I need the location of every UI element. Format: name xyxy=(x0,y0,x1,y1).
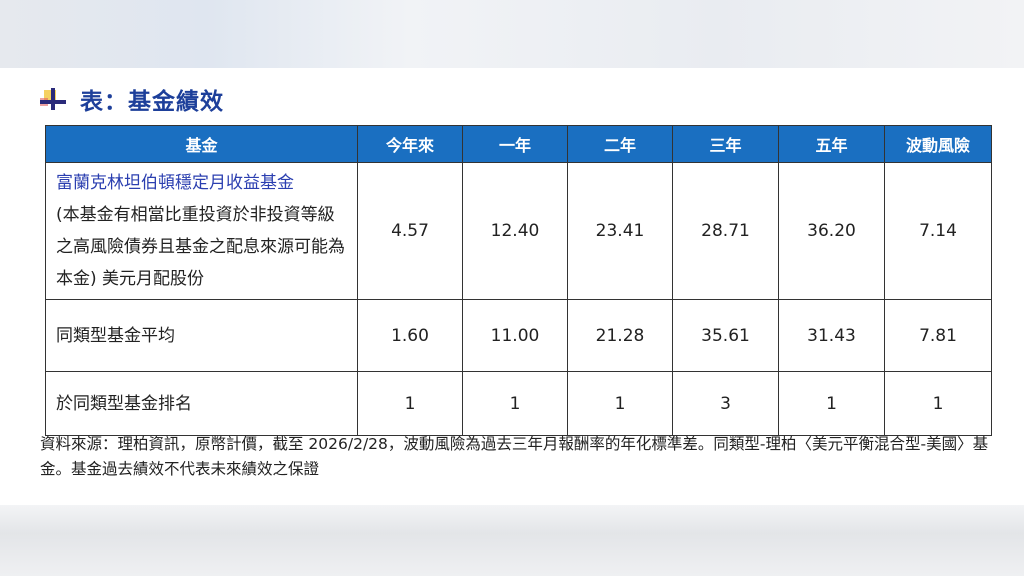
value-cell: 7.14 xyxy=(884,162,992,300)
blurred-background-bottom xyxy=(0,505,1024,576)
value-cell: 21.28 xyxy=(567,299,673,372)
fund-performance-table: 基金 今年來 一年 二年 三年 五年 波動風險 富蘭克林坦伯頓穩定月收益基金 (本… xyxy=(45,125,992,436)
header-3y: 三年 xyxy=(672,125,779,163)
header-ytd: 今年來 xyxy=(357,125,463,163)
footnote: 資料來源：理柏資訊，原幣計價，截至 2026/2/28，波動風險為過去三年月報酬… xyxy=(40,435,989,478)
value-cell: 31.43 xyxy=(778,299,885,372)
value-cell: 1 xyxy=(884,371,992,436)
value-cell: 1 xyxy=(778,371,885,436)
value-cell: 28.71 xyxy=(672,162,779,300)
value-cell: 1.60 xyxy=(357,299,463,372)
fund-name: 富蘭克林坦伯頓穩定月收益基金 xyxy=(56,173,294,193)
cross-bullet-icon xyxy=(40,86,66,112)
title-text: 表：基金績效 xyxy=(80,89,224,115)
header-row: 基金 今年來 一年 二年 三年 五年 波動風險 xyxy=(45,125,992,163)
fund-note: (本基金有相當比重投資於非投資等級之高風險債券且基金之配息來源可能為本金) 美元… xyxy=(56,205,345,289)
value-cell: 36.20 xyxy=(778,162,885,300)
value-cell: 1 xyxy=(357,371,463,436)
header-fund: 基金 xyxy=(45,125,358,163)
blurred-background-top xyxy=(0,0,1024,68)
value-cell: 23.41 xyxy=(567,162,673,300)
header-1y: 一年 xyxy=(462,125,568,163)
table-row: 富蘭克林坦伯頓穩定月收益基金 (本基金有相當比重投資於非投資等級之高風險債券且基金… xyxy=(45,162,992,300)
value-cell: 1 xyxy=(567,371,673,436)
value-cell: 3 xyxy=(672,371,779,436)
row-label: 同類型基金平均 xyxy=(45,299,358,372)
value-cell: 1 xyxy=(462,371,568,436)
header-volatility: 波動風險 xyxy=(884,125,992,163)
value-cell: 4.57 xyxy=(357,162,463,300)
value-cell: 35.61 xyxy=(672,299,779,372)
row-label: 於同類型基金排名 xyxy=(45,371,358,436)
value-cell: 12.40 xyxy=(462,162,568,300)
value-cell: 7.81 xyxy=(884,299,992,372)
table-row: 於同類型基金排名 1 1 1 3 1 1 xyxy=(45,371,992,436)
value-cell: 11.00 xyxy=(462,299,568,372)
table-title: 表：基金績效 xyxy=(40,84,224,115)
header-5y: 五年 xyxy=(778,125,885,163)
fund-cell: 富蘭克林坦伯頓穩定月收益基金 (本基金有相當比重投資於非投資等級之高風險債券且基金… xyxy=(45,162,358,300)
table-row: 同類型基金平均 1.60 11.00 21.28 35.61 31.43 7.8… xyxy=(45,299,992,372)
header-2y: 二年 xyxy=(567,125,673,163)
